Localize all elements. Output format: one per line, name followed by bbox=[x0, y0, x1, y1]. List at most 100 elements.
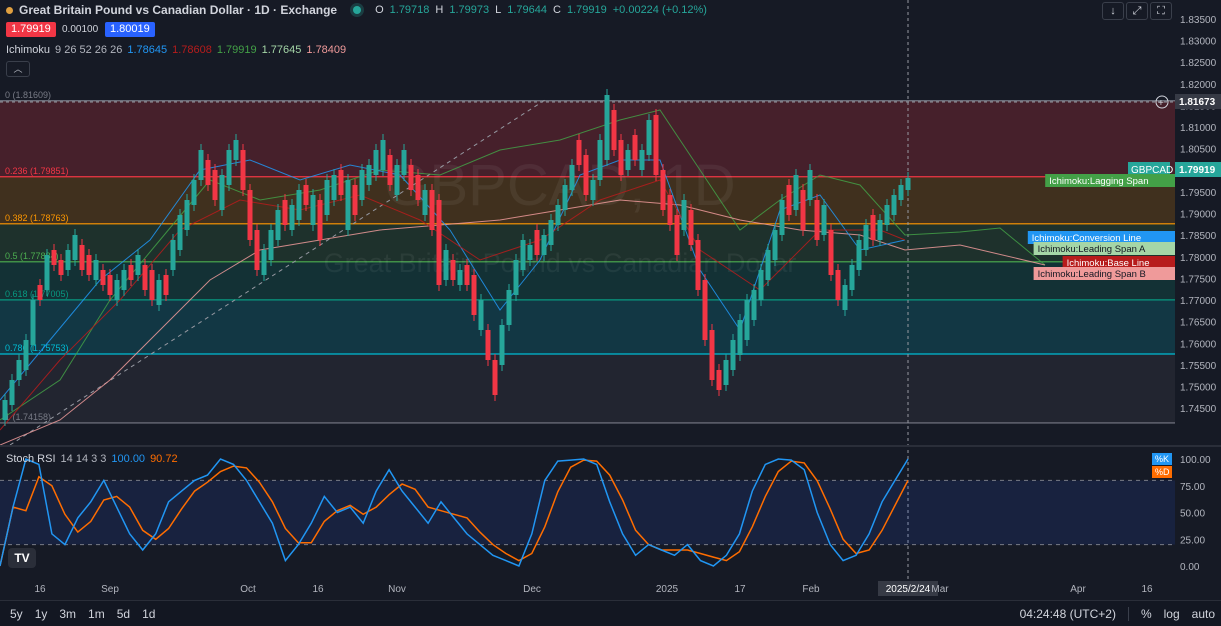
candle-body bbox=[499, 325, 505, 365]
range-3m[interactable]: 3m bbox=[59, 606, 77, 621]
fib-label: 1 (1.74158) bbox=[5, 412, 51, 422]
candle-body bbox=[541, 235, 547, 255]
ohlc-values: O 1.79718 H 1.79973 L 1.79644 C 1.79919 +0.0… bbox=[375, 4, 707, 16]
fullscreen-icon[interactable]: ⛶ bbox=[1150, 2, 1172, 20]
ichimoku-legend[interactable]: Ichimoku 9 26 52 26 26 1.78645 1.78608 1… bbox=[6, 44, 346, 56]
candle-body bbox=[282, 200, 288, 225]
candle-body bbox=[527, 245, 533, 260]
time-tick: Dec bbox=[523, 584, 541, 595]
buy-button[interactable]: 1.80019 bbox=[105, 22, 155, 37]
time-tick: Apr bbox=[1070, 584, 1086, 595]
expand-icon[interactable]: ⤢ bbox=[1126, 2, 1148, 20]
price-tick: 1.79000 bbox=[1180, 210, 1217, 221]
range-1d[interactable]: 1d bbox=[142, 606, 156, 621]
rsi-tick: 25.00 bbox=[1180, 535, 1205, 546]
high-label: H bbox=[435, 4, 444, 16]
low-label: L bbox=[495, 4, 502, 16]
sell-button[interactable]: 1.79919 bbox=[6, 22, 56, 37]
candle-body bbox=[898, 185, 904, 200]
range-1y[interactable]: 1y bbox=[34, 606, 48, 621]
indicator-tag-bg bbox=[1033, 242, 1175, 255]
candle-body bbox=[632, 135, 638, 160]
candle-body bbox=[163, 275, 169, 295]
price-tick: 1.77500 bbox=[1180, 274, 1217, 285]
indicator-tag: Ichimoku:Leading Span A bbox=[1038, 244, 1146, 255]
indicator-tag: Ichimoku:Lagging Span bbox=[1049, 176, 1148, 187]
crosshair-price-tag-bg bbox=[1175, 94, 1221, 109]
candle-body bbox=[408, 165, 414, 190]
ichimoku-name[interactable]: Ichimoku bbox=[6, 44, 51, 56]
candle-body bbox=[198, 150, 204, 180]
candle-body bbox=[723, 360, 729, 385]
chart-canvas[interactable]: 0 (1.81609) 0.236 (1.79851) 0.382 (1.78763… bbox=[0, 0, 1221, 600]
auto-toggle[interactable]: auto bbox=[1191, 606, 1215, 621]
price-tick: 1.76000 bbox=[1180, 339, 1217, 350]
time-tick: 16 bbox=[34, 584, 46, 595]
collapse-legend-icon[interactable]: ︿ bbox=[6, 61, 30, 77]
open-label: O bbox=[375, 4, 384, 16]
crosshair-price-tag: 1.81673 bbox=[1179, 97, 1216, 108]
fib-label: 0.236 (1.79851) bbox=[5, 166, 69, 176]
price-tick: 1.82500 bbox=[1180, 58, 1217, 69]
range-5y[interactable]: 5y bbox=[10, 606, 23, 621]
candle-body bbox=[184, 200, 190, 230]
percent-toggle[interactable]: % bbox=[1140, 606, 1152, 621]
candle-body bbox=[856, 240, 862, 270]
candle-body bbox=[149, 270, 155, 300]
symbol-tag: GBPCAD bbox=[1131, 165, 1173, 176]
candle-body bbox=[534, 230, 540, 255]
candle-body bbox=[772, 230, 778, 260]
fib-label: 0.5 (1.77884) bbox=[5, 251, 59, 261]
candle-body bbox=[93, 260, 99, 280]
candle-body bbox=[737, 320, 743, 355]
price-tick: 1.78500 bbox=[1180, 231, 1217, 242]
stoch-d-value: 90.72 bbox=[150, 453, 178, 465]
stoch-band bbox=[0, 480, 1175, 545]
candle-body bbox=[779, 200, 785, 235]
fib-label: 0.786 (1.75753) bbox=[5, 343, 69, 353]
clock[interactable]: 04:24:48 (UTC+2) bbox=[1019, 606, 1116, 621]
stoch-rsi-name[interactable]: Stoch RSI bbox=[6, 453, 56, 465]
candle-body bbox=[576, 140, 582, 165]
range-1m[interactable]: 1m bbox=[88, 606, 105, 621]
candle-body bbox=[695, 240, 701, 290]
candle-body bbox=[891, 195, 897, 215]
candle-body bbox=[212, 170, 218, 200]
indicator-tag-bg bbox=[1027, 231, 1175, 244]
candle-body bbox=[506, 290, 512, 325]
candle-body bbox=[681, 200, 687, 230]
candle-body bbox=[765, 250, 771, 280]
candle-body bbox=[590, 180, 596, 200]
price-tick: 1.77000 bbox=[1180, 296, 1217, 307]
market-status-icon[interactable] bbox=[353, 6, 362, 14]
tradingview-logo-icon[interactable]: TV bbox=[8, 548, 36, 568]
candle-body bbox=[240, 150, 246, 190]
price-tick: 1.83000 bbox=[1180, 37, 1217, 48]
candle-body bbox=[310, 195, 316, 225]
candle-body bbox=[786, 185, 792, 215]
range-5d[interactable]: 5d bbox=[116, 606, 131, 621]
close-label: C bbox=[553, 4, 561, 16]
candle-body bbox=[44, 255, 50, 290]
price-tick: 1.76500 bbox=[1180, 318, 1217, 329]
price-tick: 1.82000 bbox=[1180, 80, 1217, 91]
candle-body bbox=[688, 210, 694, 245]
log-toggle[interactable]: log bbox=[1163, 606, 1180, 621]
symbol-title[interactable]: Great Britain Pound vs Canadian Dollar ·… bbox=[19, 3, 338, 17]
indicator-tag: Ichimoku:Conversion Line bbox=[1032, 233, 1141, 244]
candle-body bbox=[359, 170, 365, 200]
candle-body bbox=[744, 300, 750, 340]
candle-body bbox=[485, 330, 491, 360]
candle-body bbox=[324, 180, 330, 215]
range-selector: 5y 1y 3m 1m 5d 1d bbox=[10, 607, 155, 621]
stoch-rsi-legend[interactable]: Stoch RSI 14 14 3 3 100.00 90.72 bbox=[6, 453, 178, 465]
add-alert-icon bbox=[1155, 95, 1169, 109]
candle-body bbox=[366, 165, 372, 185]
arrow-down-icon[interactable]: ↓ bbox=[1102, 2, 1124, 20]
fib-zone bbox=[0, 299, 1175, 354]
candle-body bbox=[653, 115, 659, 175]
candle-body bbox=[464, 265, 470, 285]
rsi-tick: 100.00 bbox=[1180, 455, 1211, 466]
indicator-tag: Ichimoku:Base Line bbox=[1067, 258, 1150, 269]
candle-body bbox=[380, 140, 386, 170]
